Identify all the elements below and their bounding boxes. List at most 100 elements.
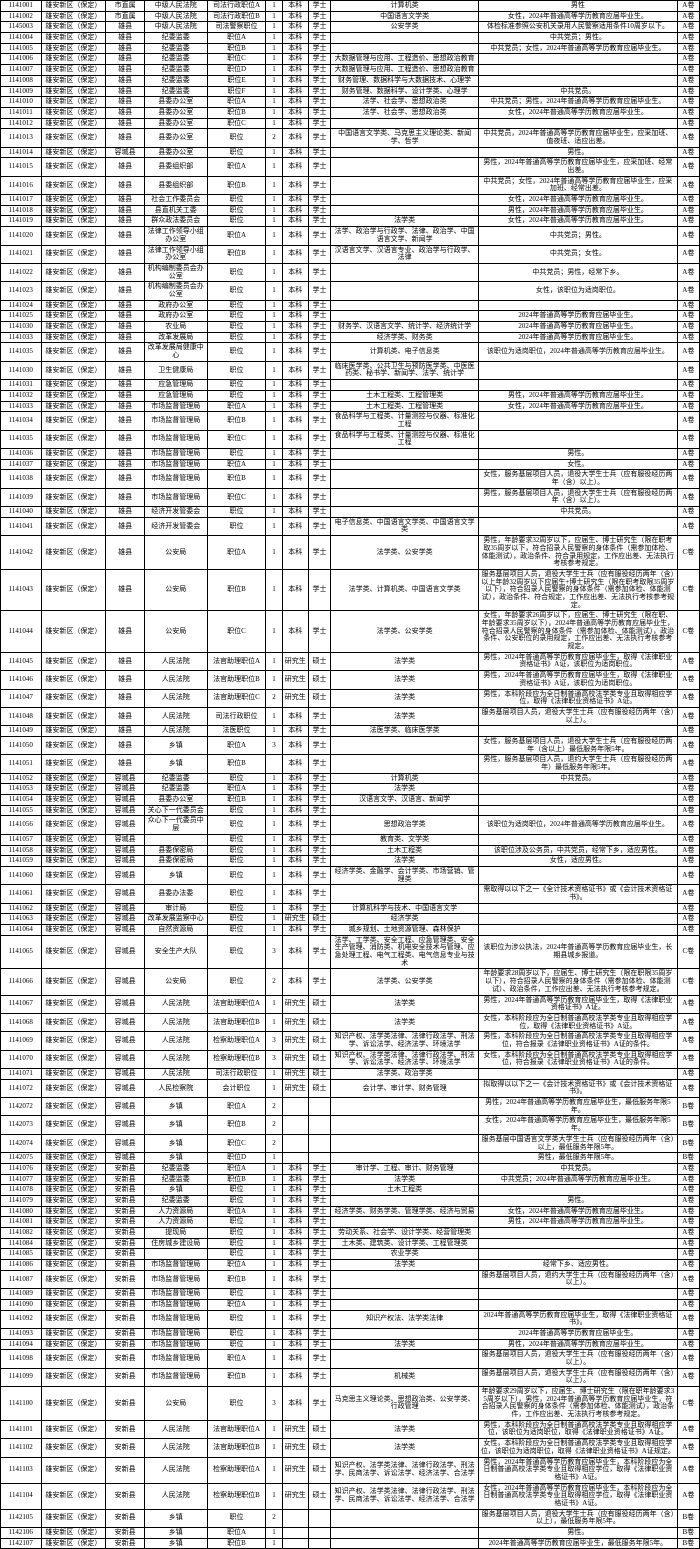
table-cell: 硕士	[308, 1032, 330, 1050]
table-row: 1141080雄安新区（保定）安新县人力资源局职位A1本科学士经济学类、财务学类…	[1, 1206, 700, 1217]
table-cell: 法官助理职位A	[207, 995, 266, 1013]
table-cell: B卷	[677, 1116, 699, 1134]
table-cell: 乡镇	[144, 1116, 207, 1134]
table-row: 1141081雄安新区（保定）安新县人力资源局职位1本科学士男性，2024年普通…	[1, 1217, 700, 1228]
table-cell: 1	[266, 1350, 282, 1368]
table-cell: 学士	[308, 1185, 330, 1196]
table-cell: 公安局	[144, 569, 207, 610]
table-cell: 1141047	[1, 689, 42, 707]
table-cell: 雄县	[106, 517, 144, 535]
table-cell: 市场监督管理局	[144, 459, 207, 470]
table-cell: 职位	[207, 380, 266, 391]
table-cell: A卷	[677, 97, 699, 108]
table-cell: 雄安新区（保定）	[41, 1163, 106, 1174]
table-cell: 市场监督管理局	[144, 430, 207, 448]
table-cell: A卷	[677, 380, 699, 391]
table-cell: 职位	[207, 885, 266, 903]
table-cell	[331, 1270, 479, 1288]
table-cell: 职位	[207, 856, 266, 867]
table-cell: 职位	[207, 1217, 266, 1228]
table-cell: 中共党员。	[479, 1163, 678, 1174]
table-row: 1141050雄安新区（保定）雄县乡镇职位A3本科学士女性，服务基层项目人员，退…	[1, 736, 700, 754]
table-cell: 职位	[207, 195, 266, 206]
table-cell: 女性，本科阶段应为全日制普通高校法学类专业且取得相应学位，该职位为适岗职位，取得…	[479, 1439, 678, 1457]
table-cell: 1141084	[1, 1238, 42, 1249]
table-cell: 职位	[207, 914, 266, 925]
table-cell: 雄县	[106, 671, 144, 689]
table-cell: 计算机科学与技术、中国语言文学	[331, 903, 479, 914]
table-cell	[331, 1538, 479, 1549]
table-cell: 知识产权、法学类法律、法律行政法学、刑法学、诉讼法学、经济法学、环境法学	[331, 1032, 479, 1050]
table-cell: 应急管理局	[144, 380, 207, 391]
table-cell: 雄县	[106, 401, 144, 412]
table-cell: 容城县	[106, 1153, 144, 1164]
table-cell: 雄安新区（保定）	[41, 611, 106, 652]
table-cell: 安新县	[106, 1387, 144, 1421]
table-cell: 1141022	[1, 263, 42, 281]
table-cell: 本科	[282, 795, 308, 806]
table-cell: 1	[266, 361, 282, 379]
table-cell: 职位A	[207, 1299, 266, 1310]
table-cell	[331, 736, 479, 754]
table-cell	[479, 75, 678, 86]
table-cell: 雄县	[106, 707, 144, 725]
table-cell: 雄安新区（保定）	[41, 1270, 106, 1288]
table-row: 1141008雄安新区（保定）雄县纪委监委职位E1本科学士财务管理、数据科学与大…	[1, 75, 700, 86]
table-cell: 2024年普通高等学历教育应届毕业生，最低服务年限5年。	[479, 1538, 678, 1549]
table-cell: 雄安新区（保定）	[41, 65, 106, 76]
table-cell: 雄安新区（保定）	[41, 430, 106, 448]
table-cell: 1	[266, 22, 282, 33]
table-cell: A卷	[677, 773, 699, 784]
table-cell: A卷	[677, 1013, 699, 1031]
table-cell: 政府办公室	[144, 300, 207, 311]
table-cell: 市场监督管理局	[144, 1328, 207, 1339]
table-cell: 学士	[308, 245, 330, 263]
table-cell: A卷	[677, 118, 699, 129]
table-cell: 雄安新区（保定）	[41, 1185, 106, 1196]
table-cell: 本科	[282, 805, 308, 816]
table-cell: 1	[266, 816, 282, 834]
table-cell: 人力资源局	[144, 1217, 207, 1228]
table-row: 1141064雄安新区（保定）容城县自然资源局职位1本科学士城乡规划、土地资源管…	[1, 925, 700, 936]
table-cell: A卷	[677, 1069, 699, 1080]
table-cell: 法学类	[331, 856, 479, 867]
table-cell: 职位	[207, 1185, 266, 1196]
table-cell: 法学类	[331, 1339, 479, 1350]
table-cell: 雄安新区（保定）	[41, 856, 106, 867]
table-cell: 1	[266, 845, 282, 856]
table-row: 1141090雄安新区（保定）安新县市场监督管理局职位A1本科学士A卷	[1, 1299, 700, 1310]
table-cell: 研究生	[282, 1439, 308, 1457]
table-cell: 职位	[207, 1249, 266, 1260]
table-cell: 本科	[282, 245, 308, 263]
table-cell	[331, 205, 479, 216]
table-cell: 1	[266, 448, 282, 459]
table-cell: 1141002	[1, 11, 42, 22]
table-cell: 职位A	[207, 97, 266, 108]
table-cell: 电子信息类、中国语言文学类、中国语言文学类	[331, 517, 479, 535]
recruitment-table: 1141001雄安新区（保定）市直属中级人民法院司法行政职位A1本科学士计算机类…	[0, 0, 700, 1549]
table-cell: 学士	[308, 925, 330, 936]
table-cell: 1141010	[1, 97, 42, 108]
table-cell: 雄县	[106, 107, 144, 118]
table-cell: 本科	[282, 227, 308, 245]
table-cell: A卷	[677, 1350, 699, 1368]
table-cell: 雄县	[106, 736, 144, 754]
table-cell: 2024年普通高等学历教育应届毕业生。	[479, 311, 678, 322]
table-cell: 住房城乡建设局	[144, 1238, 207, 1249]
table-cell	[479, 1069, 678, 1080]
table-cell: 1141090	[1, 1299, 42, 1310]
table-cell	[331, 1098, 479, 1116]
table-row: 1141022雄安新区（保定）雄县机构编制委员会办公室职位1本科学士中共党员；男…	[1, 263, 700, 281]
table-cell: 2024年普通高等学历教育应届毕业生。	[479, 322, 678, 333]
table-cell: C卷	[677, 969, 699, 995]
table-cell: 安新县	[106, 1457, 144, 1483]
table-cell: 1141001	[1, 1, 42, 12]
table-cell: 1	[266, 903, 282, 914]
table-row: 1141085雄安新区（保定）安新县职位1本科学士农业学类A卷	[1, 1249, 700, 1260]
table-cell: A卷	[677, 1174, 699, 1185]
table-cell: 职位F	[207, 86, 266, 97]
table-cell: 乡镇	[144, 755, 207, 773]
table-cell: 学士	[308, 1195, 330, 1206]
table-cell: 法学类	[331, 1013, 479, 1031]
table-cell: 研究生	[282, 1032, 308, 1050]
